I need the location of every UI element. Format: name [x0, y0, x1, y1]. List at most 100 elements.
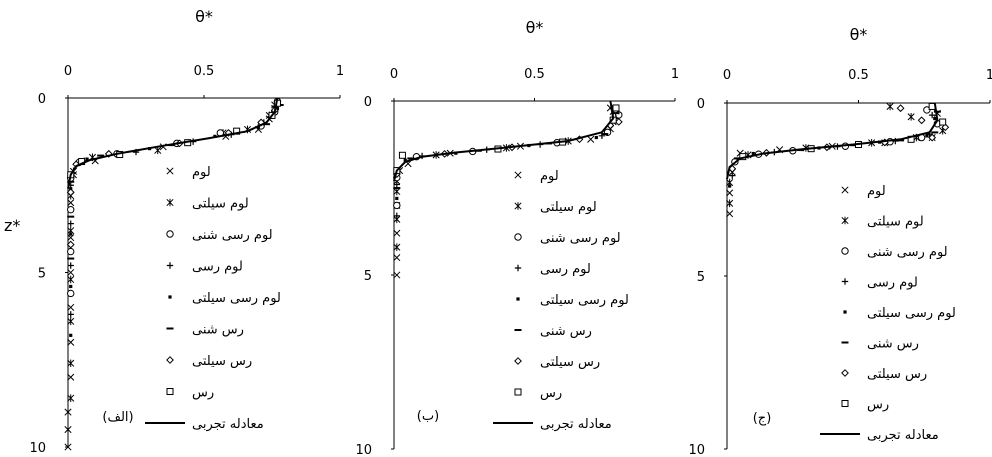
data-point — [728, 184, 732, 188]
legend-marker — [841, 369, 849, 377]
legend-label: رس — [540, 386, 562, 401]
x-tick-label: 1 — [671, 67, 679, 82]
data-point — [67, 257, 75, 260]
data-point — [403, 158, 407, 162]
y-tick-label: 5 — [38, 267, 46, 282]
data-point — [66, 188, 75, 197]
legend-marker — [166, 388, 174, 395]
legend-marker — [841, 216, 849, 225]
data-point — [612, 104, 620, 112]
y-tick-label: 10 — [688, 443, 705, 457]
data-point — [931, 131, 939, 134]
data-point — [67, 234, 75, 242]
data-point — [726, 210, 734, 218]
data-point — [726, 199, 734, 208]
y-tick-label: 10 — [29, 441, 46, 456]
data-point — [933, 110, 941, 113]
data-point — [67, 268, 75, 277]
y-tick-label: 5 — [697, 270, 705, 285]
legend-label: معادله تجربی — [192, 417, 264, 432]
data-point — [67, 180, 75, 183]
legend-label: رس شنی — [192, 323, 244, 338]
data-point — [393, 212, 401, 220]
data-point — [601, 133, 609, 136]
legend-label: رس — [192, 386, 214, 401]
legend-label: رس شنی — [867, 337, 919, 352]
data-point — [407, 157, 415, 160]
legend-marker — [514, 329, 522, 331]
chart-title: θ* — [850, 25, 868, 44]
series-line — [393, 100, 615, 182]
legend-label: لوم سیلتی — [867, 215, 924, 230]
legend-label: لوم رسی شنی — [192, 228, 273, 243]
legend-label: رس — [867, 398, 889, 413]
data-point — [263, 123, 271, 126]
data-point — [933, 116, 937, 121]
legend-marker — [514, 264, 522, 272]
legend-marker — [514, 171, 522, 179]
data-point — [594, 135, 598, 140]
legend-label: لوم — [192, 165, 211, 180]
legend-label: لوم رسی سیلتی — [192, 291, 281, 306]
data-point — [69, 284, 73, 289]
data-point — [67, 199, 75, 207]
legend-marker — [514, 202, 522, 210]
data-point — [69, 232, 73, 236]
legend-label: رس شنی — [540, 324, 592, 339]
legend: لوم لوم سیلتی لوم رسی شنی لوم رسی لوم رسی سی… — [493, 169, 629, 432]
data-point — [393, 181, 401, 188]
x-tick-label: 0 — [723, 68, 731, 83]
legend: لوم لوم سیلتی لوم رسی شنی لوم رسی لوم رسی سی… — [145, 165, 281, 432]
x-tick-label: 0 — [390, 67, 398, 82]
data-point — [67, 247, 75, 256]
data-point — [67, 275, 75, 284]
legend-marker — [514, 357, 522, 365]
legend-marker — [843, 310, 847, 314]
shared-ylabel: z* — [4, 216, 20, 235]
legend-label: معادله تجربی — [867, 428, 939, 443]
data-point — [85, 157, 89, 161]
data-point — [67, 215, 75, 218]
data-point — [398, 151, 406, 159]
data-point — [393, 271, 401, 279]
legend-marker — [841, 400, 849, 407]
legend-label: لوم رسی سیلتی — [540, 293, 629, 308]
x-tick-label: 1 — [336, 64, 344, 79]
data-point — [393, 243, 401, 251]
data-point — [67, 373, 75, 381]
data-point — [67, 262, 74, 269]
legend-label: لوم — [540, 169, 559, 184]
data-point — [66, 240, 75, 249]
panel-label: (ب) — [417, 409, 439, 424]
data-point — [729, 172, 736, 179]
legend-marker — [514, 388, 522, 396]
panel-label: (ج) — [753, 411, 772, 426]
data-point — [886, 102, 894, 111]
data-point — [928, 133, 937, 142]
data-point — [393, 187, 401, 189]
data-point — [67, 311, 74, 318]
x-tick-label: 0.5 — [194, 64, 215, 79]
legend-marker — [841, 186, 849, 194]
legend-label: لوم رسی — [540, 262, 591, 277]
data-point — [393, 229, 401, 237]
legend-marker — [841, 247, 849, 255]
data-point — [393, 201, 401, 210]
legend-label: رس سیلتی — [192, 354, 252, 369]
data-point — [612, 112, 620, 115]
legend-marker — [166, 356, 174, 364]
legend-label: لوم سیلتی — [192, 197, 249, 212]
x-tick-label: 0 — [64, 64, 72, 79]
data-point — [587, 135, 595, 143]
chart-title: θ* — [526, 18, 544, 37]
data-point — [67, 359, 75, 368]
legend-label: لوم سیلتی — [540, 200, 597, 215]
data-point — [734, 157, 742, 160]
data-point — [941, 123, 950, 132]
legend-label: رس سیلتی — [540, 355, 600, 370]
legend-marker — [166, 198, 174, 207]
data-point — [154, 146, 162, 155]
